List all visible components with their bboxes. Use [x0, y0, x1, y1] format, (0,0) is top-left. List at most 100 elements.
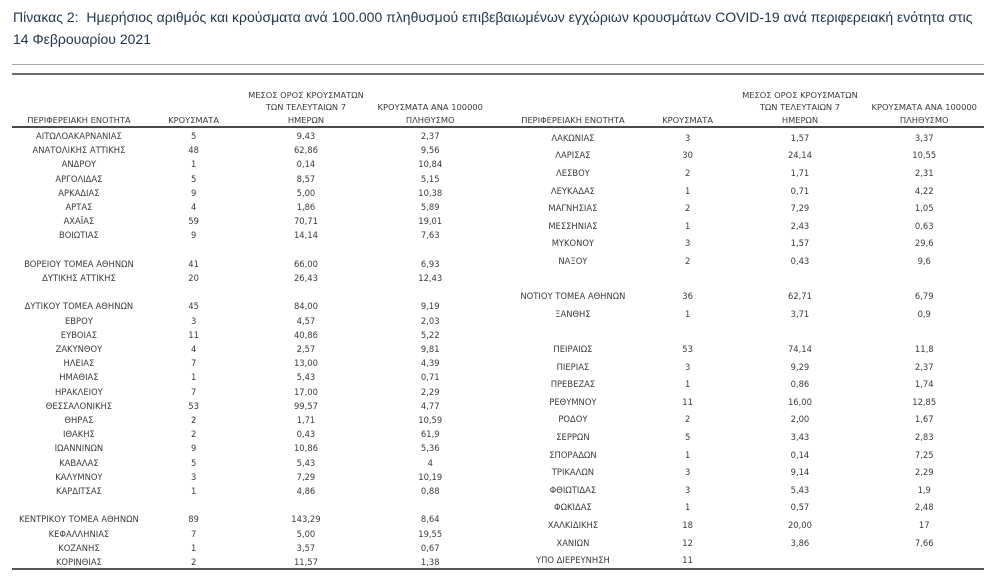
- region-name: ΥΠΟ ΔΙΕΡΕΥΝΗΣΗ: [536, 555, 610, 566]
- value-cell: 70,71: [293, 216, 318, 227]
- region-name: ΛΕΥΚΑΔΑΣ: [550, 185, 595, 196]
- regional-table-right: ΠΕΡΙΦΕΡΕΙΑΚΗ ΕΝΟΤΗΤΑ ΚΡΟΥΣΜΑΤΑ ΜΕΣΟΣ ΟΡΟΣ …: [506, 79, 984, 569]
- value-cell: 10,59: [418, 415, 443, 426]
- region-name: ΦΘΙΩΤΙΔΑΣ: [549, 484, 597, 495]
- region-name: ΗΡΑΚΛΕΙΟΥ: [55, 386, 103, 397]
- table-row: ΚΟΖΑΝΗΣ 1 3,57 0,67: [12, 541, 490, 555]
- value-cell: 5,43: [296, 372, 316, 383]
- value-cell: 1: [684, 220, 691, 231]
- value-cell: 3: [684, 467, 691, 478]
- value-cell: 9,29: [790, 361, 810, 372]
- spacer-row: [12, 498, 490, 512]
- value-cell: 10,84: [418, 159, 443, 170]
- value-cell: 9,81: [420, 344, 440, 355]
- value-cell: 7: [190, 386, 197, 397]
- value-cell: 1,86: [296, 202, 316, 213]
- column-header: ΚΡΟΥΣΜΑΤΑ ΑΝΑ 100000 ΠΛΗΘΥΣΜΟ: [871, 102, 977, 125]
- value-cell: 0,43: [790, 255, 810, 266]
- table-row: ΒΟΡΕΙΟΥ ΤΟΜΕΑ ΑΘΗΝΩΝ 41 66,00 6,93: [12, 257, 490, 271]
- table-row: ΝΟΤΙΟΥ ΤΟΜΕΑ ΑΘΗΝΩΝ 36 62,71 6,79: [506, 287, 984, 305]
- region-name: ΑΡΤΑΣ: [65, 202, 93, 213]
- region-name: ΑΡΓΟΛΙΔΑΣ: [55, 173, 103, 184]
- value-cell: 16,00: [787, 396, 812, 407]
- value-cell: 0,86: [790, 379, 810, 390]
- value-cell: 11: [188, 329, 199, 340]
- table-row: ΣΠΟΡΑΔΩΝ 1 0,14 7,25: [506, 446, 984, 464]
- value-cell: [864, 270, 984, 288]
- value-cell: 45: [188, 301, 199, 312]
- value-cell: 3: [684, 132, 691, 143]
- region-name: ΤΡΙΚΑΛΩΝ: [551, 467, 595, 478]
- table-row: ΤΡΙΚΑΛΩΝ 3 9,14 2,29: [506, 464, 984, 482]
- region-name: ΚΟΡΙΝΘΙΑΣ: [55, 557, 102, 568]
- value-cell: 3: [684, 361, 691, 372]
- region-name: ΚΑΛΥΜΝΟΥ: [55, 471, 103, 482]
- value-cell: 2,48: [914, 502, 934, 513]
- value-cell: [146, 285, 242, 299]
- value-cell: 89: [188, 514, 199, 525]
- value-cell: 12,85: [912, 396, 937, 407]
- table-row: ΙΘΑΚΗΣ 2 0,43 61,9: [12, 427, 490, 441]
- region-name: ΜΑΓΝΗΣΙΑΣ: [548, 203, 598, 214]
- value-cell: 12: [682, 537, 693, 548]
- table-row: ΧΑΝΙΩΝ 12 3,86 7,66: [506, 534, 984, 552]
- value-cell: [241, 243, 370, 257]
- value-cell: 41: [188, 258, 199, 269]
- value-cell: 2,00: [790, 414, 810, 425]
- value-cell: 4,39: [420, 358, 440, 369]
- table-row: ΥΠΟ ΔΙΕΡΕΥΝΗΣΗ 11: [506, 552, 984, 570]
- value-cell: 9,19: [420, 301, 440, 312]
- value-cell: 11: [682, 396, 693, 407]
- value-cell: 9,56: [420, 145, 440, 156]
- table-row: ΑΙΤΩΛΟΑΚΑΡΝΑΝΙΑΣ 5 9,43 2,37: [12, 129, 490, 143]
- value-cell: 7: [190, 358, 197, 369]
- value-cell: [370, 243, 490, 257]
- value-cell: 5,00: [296, 187, 316, 198]
- region-name: ΘΕΣΣΑΛΟΝΙΚΗΣ: [45, 400, 113, 411]
- table-row: ΚΕΝΤΡΙΚΟΥ ΤΟΜΕΑ ΑΘΗΝΩΝ 89 143,29 8,64: [12, 512, 490, 526]
- value-cell: 1: [684, 379, 691, 390]
- column-header: ΜΕΣΟΣ ΟΡΟΣ ΚΡΟΥΣΜΑΤΩΝ ΤΩΝ ΤΕΛΕΥΤΑΙΩΝ 7 ΗΜΕ…: [742, 89, 858, 125]
- value-cell: 6,93: [420, 258, 440, 269]
- value-cell: 5,43: [296, 457, 316, 468]
- value-cell: 8,64: [420, 514, 440, 525]
- value-cell: 9,6: [917, 255, 931, 266]
- table-row: ΠΕΙΡΑΙΩΣ 53 74,14 11,8: [506, 340, 984, 358]
- table-row: ΚΟΡΙΝΘΙΑΣ 2 11,57 1,38: [12, 555, 490, 569]
- value-cell: 0,14: [296, 159, 316, 170]
- value-cell: [735, 270, 864, 288]
- table-row: ΚΑΡΔΙΤΣΑΣ 1 4,86 0,88: [12, 484, 490, 498]
- column-header: ΚΡΟΥΣΜΑΤΑ ΑΝΑ 100000 ΠΛΗΘΥΣΜΟ: [377, 102, 483, 125]
- value-cell: 5: [190, 131, 197, 141]
- value-cell: 17: [918, 520, 930, 531]
- value-cell: 2: [190, 557, 197, 568]
- value-cell: 0,9: [917, 308, 931, 319]
- value-cell: 5: [190, 457, 197, 468]
- value-cell: 3,57: [296, 542, 316, 553]
- tables-container: ΠΕΡΙΦΕΡΕΙΑΚΗ ΕΝΟΤΗΤΑ ΚΡΟΥΣΜΑΤΑ ΜΕΣΟΣ ΟΡΟΣ …: [12, 79, 984, 569]
- value-cell: 4: [427, 457, 433, 468]
- region-name: ΙΘΑΚΗΣ: [62, 429, 95, 440]
- value-cell: 12,43: [418, 273, 443, 284]
- value-cell: 11,8: [914, 343, 934, 354]
- value-cell: [370, 285, 490, 299]
- region-name: ΧΑΝΙΩΝ: [556, 537, 590, 548]
- value-cell: [640, 323, 736, 341]
- region-name: ΚΑΡΔΙΤΣΑΣ: [55, 486, 102, 497]
- value-cell: 7,29: [296, 471, 316, 482]
- value-cell: [370, 498, 490, 512]
- value-cell: [146, 498, 242, 512]
- value-cell: 17,00: [293, 386, 318, 397]
- region-name: ΚΕΝΤΡΙΚΟΥ ΤΟΜΕΑ ΑΘΗΝΩΝ: [19, 514, 139, 525]
- table-row: ΜΕΣΣΗΝΙΑΣ 1 2,43 0,63: [506, 217, 984, 235]
- value-cell: 59: [188, 216, 199, 227]
- value-cell: 5,00: [296, 528, 316, 539]
- value-cell: 48: [188, 145, 199, 156]
- value-cell: 4,57: [296, 315, 316, 326]
- value-cell: 20: [188, 273, 199, 284]
- value-cell: 1,67: [914, 414, 934, 425]
- region-name: [12, 243, 146, 257]
- region-name: ΦΩΚΙΔΑΣ: [554, 502, 592, 513]
- value-cell: 84,00: [293, 301, 318, 312]
